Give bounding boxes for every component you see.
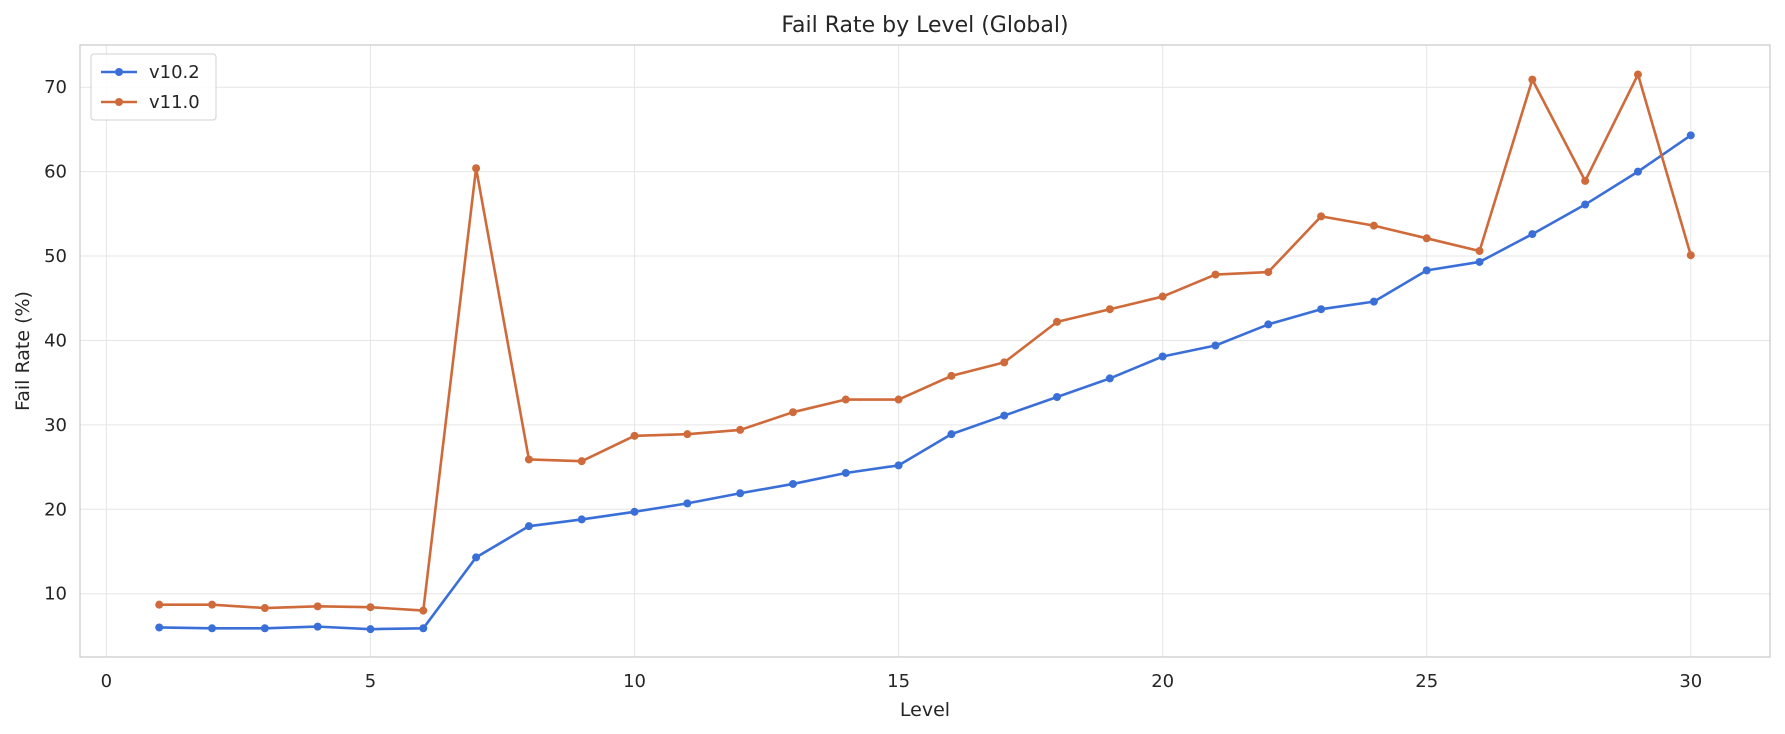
data-point	[366, 625, 375, 634]
data-point	[788, 479, 797, 488]
data-point	[155, 600, 164, 609]
legend-item: v10.2	[101, 62, 200, 83]
data-point	[577, 515, 586, 524]
data-point	[524, 522, 533, 531]
data-point	[1528, 75, 1537, 84]
data-point	[1000, 358, 1009, 367]
data-point	[419, 624, 428, 633]
data-point	[947, 371, 956, 380]
data-point	[1633, 70, 1642, 79]
data-point	[1369, 221, 1378, 230]
data-point	[1105, 374, 1114, 383]
data-point	[841, 468, 850, 477]
y-axis-title: Fail Rate (%)	[12, 291, 34, 411]
x-tick-label: 15	[887, 671, 910, 692]
y-tick-label: 10	[44, 584, 67, 605]
data-point	[1158, 292, 1167, 301]
data-point	[630, 507, 639, 516]
data-point	[313, 602, 322, 611]
data-point	[788, 408, 797, 417]
data-point	[1581, 176, 1590, 185]
data-point	[630, 431, 639, 440]
data-point	[683, 499, 692, 508]
data-point	[947, 430, 956, 439]
x-tick-label: 25	[1415, 671, 1438, 692]
y-tick-label: 30	[44, 415, 67, 436]
data-point	[1686, 131, 1695, 140]
data-point	[1475, 246, 1484, 255]
chart-title: Fail Rate by Level (Global)	[781, 13, 1068, 38]
data-point	[1105, 305, 1114, 314]
data-point	[1422, 234, 1431, 243]
data-point	[1053, 393, 1062, 402]
data-point	[1581, 200, 1590, 209]
series	[155, 70, 1695, 634]
data-point	[472, 553, 481, 562]
data-point	[1528, 230, 1537, 239]
y-tick-label: 60	[44, 162, 67, 183]
data-point	[472, 164, 481, 173]
data-point	[894, 461, 903, 470]
data-point	[155, 623, 164, 632]
legend-label: v10.2	[149, 62, 200, 83]
x-axis-title: Level	[900, 699, 950, 721]
data-point	[736, 425, 745, 434]
data-point	[894, 395, 903, 404]
series-v10.2	[155, 131, 1695, 634]
x-tick-label: 20	[1151, 671, 1174, 692]
series-line	[159, 134, 1692, 631]
data-point	[1686, 251, 1695, 260]
data-point	[1422, 266, 1431, 275]
y-tick-label: 50	[44, 246, 67, 267]
data-point	[577, 457, 586, 466]
data-point	[524, 455, 533, 464]
data-point	[1475, 257, 1484, 266]
data-point	[1000, 411, 1009, 420]
data-point	[208, 600, 217, 609]
data-point	[1633, 167, 1642, 176]
legend-item: v11.0	[101, 92, 200, 113]
y-axis: 10 20 30 40 50 60 70	[44, 77, 67, 604]
x-tick-label: 0	[101, 671, 112, 692]
x-tick-label: 30	[1679, 671, 1702, 692]
grid	[80, 45, 1770, 657]
data-point	[1211, 341, 1220, 350]
data-point	[1317, 212, 1326, 221]
data-point	[1053, 317, 1062, 326]
data-point	[1158, 352, 1167, 361]
data-point	[313, 622, 322, 631]
x-tick-label: 10	[623, 671, 646, 692]
x-axis: 0 5 10 15 20 25 30	[101, 671, 1703, 692]
x-tick-label: 5	[365, 671, 376, 692]
y-tick-label: 40	[44, 330, 67, 351]
legend-label: v11.0	[149, 92, 200, 113]
data-point	[736, 489, 745, 498]
series-line	[159, 73, 1693, 612]
plot-area	[79, 44, 1771, 658]
y-tick-label: 20	[44, 499, 67, 520]
legend: v10.2 v11.0	[90, 53, 217, 121]
data-point	[1211, 270, 1220, 279]
data-point	[841, 395, 850, 404]
series-v11.0	[155, 70, 1695, 615]
data-point	[1369, 297, 1378, 306]
data-point	[260, 624, 269, 633]
legend-marker	[115, 68, 123, 76]
data-point	[1264, 268, 1273, 277]
legend-marker	[115, 98, 123, 106]
data-point	[208, 624, 217, 633]
data-point	[1264, 320, 1273, 329]
data-point	[260, 604, 269, 613]
data-point	[1317, 305, 1326, 314]
data-point	[366, 603, 375, 612]
y-tick-label: 70	[44, 77, 67, 98]
data-point	[419, 606, 428, 615]
data-point	[683, 430, 692, 439]
